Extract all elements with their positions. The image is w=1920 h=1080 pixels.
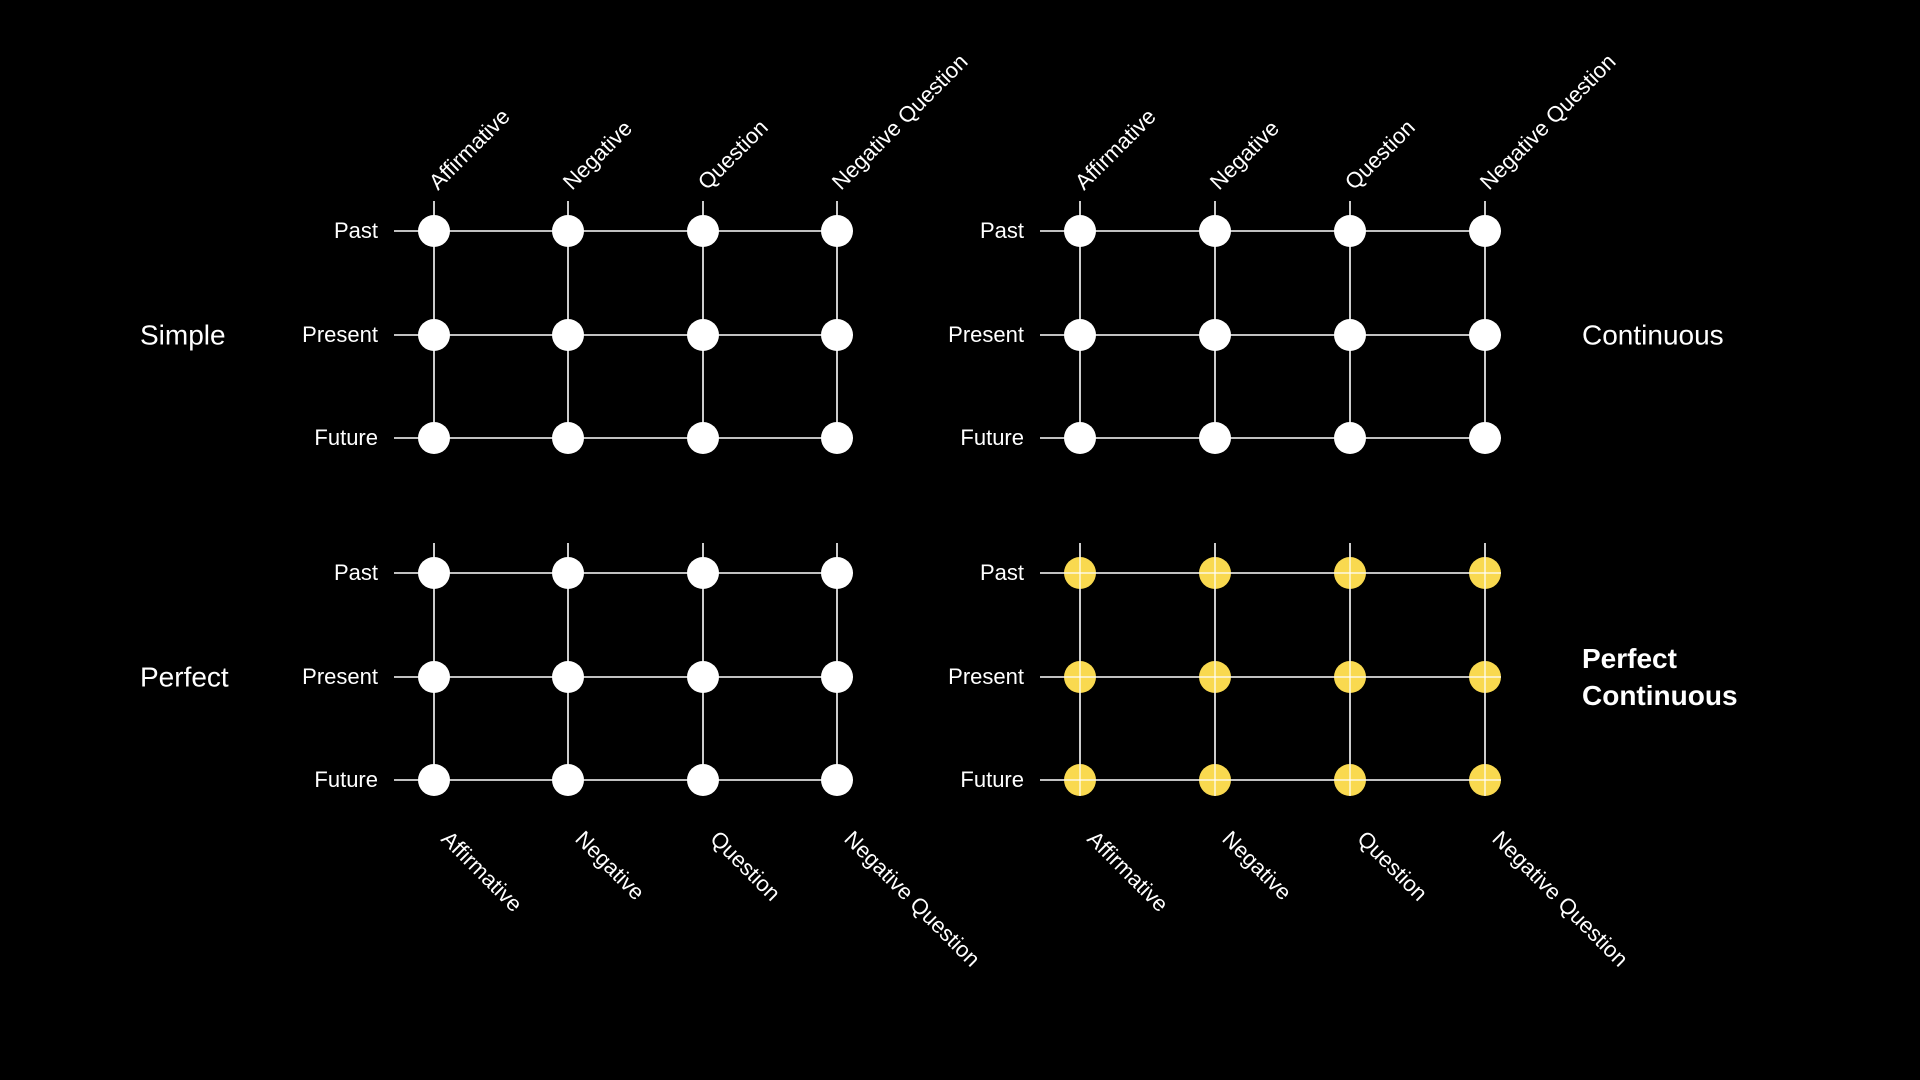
form-label-bottom-question: Question <box>1352 826 1432 906</box>
tense-label-past: Past <box>334 560 378 585</box>
form-label-top-affirmative: Affirmative <box>1070 104 1161 195</box>
node-present-affirmative <box>418 319 450 351</box>
node-present-negative <box>1199 319 1231 351</box>
node-future-negative-question <box>821 764 853 796</box>
node-present-negative <box>552 319 584 351</box>
form-label-top-question: Question <box>693 115 773 195</box>
grid-continuous: Past Present Future Affirmative Negative Ques… <box>948 49 1724 454</box>
form-label-bottom-affirmative: Affirmative <box>1082 826 1173 917</box>
form-label-top-negative: Negative <box>1205 115 1284 194</box>
aspect-label-perfect-continuous-line-2: Continuous <box>1582 680 1738 711</box>
node-past-negative <box>552 557 584 589</box>
tense-label-future: Future <box>960 425 1024 450</box>
grid-perfect: Past Present Future Affirmative Negative Ques… <box>140 543 985 972</box>
node-future-negative-question <box>821 422 853 454</box>
tense-label-past: Past <box>980 218 1024 243</box>
tense-label-past: Past <box>334 218 378 243</box>
aspect-label-simple: Simple <box>140 320 226 351</box>
node-present-affirmative <box>418 661 450 693</box>
node-present-question <box>1334 661 1366 693</box>
node-past-affirmative <box>1064 215 1096 247</box>
form-label-top-negative-question: Negative Question <box>827 49 973 195</box>
form-label-bottom-question: Question <box>705 826 785 906</box>
node-past-negative-question <box>1469 557 1501 589</box>
tense-label-present: Present <box>302 664 378 689</box>
node-present-question <box>1334 319 1366 351</box>
node-future-question <box>1334 422 1366 454</box>
node-future-negative <box>1199 764 1231 796</box>
aspect-label-perfect-continuous-line-1: Perfect <box>1582 643 1677 674</box>
form-label-top-question: Question <box>1340 115 1420 195</box>
tense-label-future: Future <box>314 767 378 792</box>
node-past-affirmative <box>418 215 450 247</box>
form-label-top-negative: Negative <box>558 115 637 194</box>
aspect-label-perfect: Perfect <box>140 662 229 693</box>
node-past-negative <box>1199 215 1231 247</box>
node-future-negative-question <box>1469 764 1501 796</box>
node-present-affirmative <box>1064 661 1096 693</box>
form-label-bottom-negative: Negative <box>1217 826 1296 905</box>
tense-label-present: Present <box>948 664 1024 689</box>
tense-label-present: Present <box>948 322 1024 347</box>
node-present-question <box>687 319 719 351</box>
node-past-question <box>1334 557 1366 589</box>
node-past-negative-question <box>821 215 853 247</box>
node-past-affirmative <box>1064 557 1096 589</box>
form-label-bottom-negative-question: Negative Question <box>839 826 985 972</box>
form-label-bottom-negative-question: Negative Question <box>1487 826 1633 972</box>
node-future-negative-question <box>1469 422 1501 454</box>
node-past-question <box>687 557 719 589</box>
tense-label-future: Future <box>960 767 1024 792</box>
form-label-bottom-negative: Negative <box>570 826 649 905</box>
node-present-negative-question <box>1469 319 1501 351</box>
node-past-negative-question <box>821 557 853 589</box>
node-present-affirmative <box>1064 319 1096 351</box>
node-future-negative <box>552 422 584 454</box>
node-present-negative <box>552 661 584 693</box>
node-future-affirmative <box>1064 422 1096 454</box>
node-present-negative <box>1199 661 1231 693</box>
grid-simple: Past Present Future Affirmative Negative Ques… <box>140 49 973 454</box>
node-future-question <box>687 764 719 796</box>
node-future-negative <box>1199 422 1231 454</box>
form-label-bottom-affirmative: Affirmative <box>436 826 527 917</box>
node-future-question <box>687 422 719 454</box>
tense-label-future: Future <box>314 425 378 450</box>
form-label-top-affirmative: Affirmative <box>424 104 515 195</box>
node-present-negative-question <box>821 661 853 693</box>
node-future-question <box>1334 764 1366 796</box>
tense-label-past: Past <box>980 560 1024 585</box>
tense-label-present: Present <box>302 322 378 347</box>
node-future-negative <box>552 764 584 796</box>
node-future-affirmative <box>418 764 450 796</box>
node-past-affirmative <box>418 557 450 589</box>
form-label-top-negative-question: Negative Question <box>1475 49 1621 195</box>
node-past-negative <box>1199 557 1231 589</box>
node-future-affirmative <box>1064 764 1096 796</box>
node-present-negative-question <box>1469 661 1501 693</box>
grid-perfect-continuous: Past Present Future Affirmative Negative Ques… <box>948 543 1738 972</box>
node-past-negative <box>552 215 584 247</box>
node-present-question <box>687 661 719 693</box>
node-present-negative-question <box>821 319 853 351</box>
node-future-affirmative <box>418 422 450 454</box>
node-past-question <box>1334 215 1366 247</box>
node-past-negative-question <box>1469 215 1501 247</box>
node-past-question <box>687 215 719 247</box>
aspect-label-continuous: Continuous <box>1582 320 1724 351</box>
